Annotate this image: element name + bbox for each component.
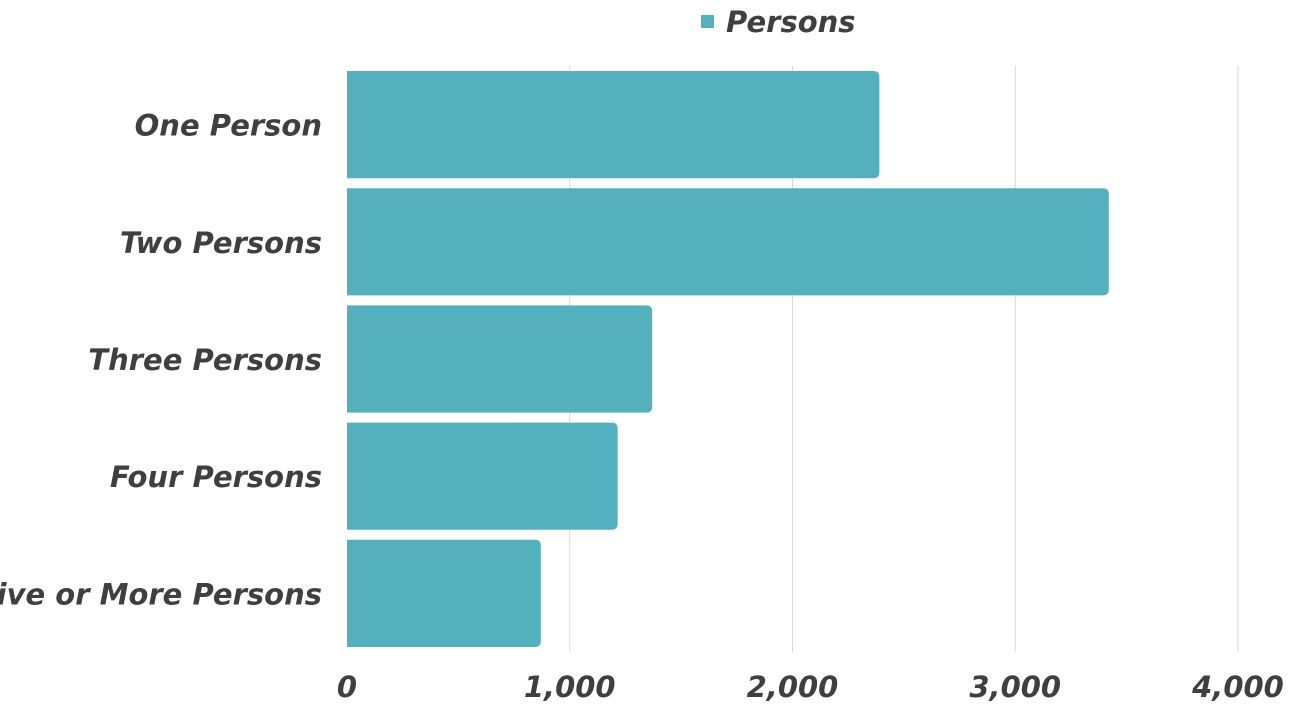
legend-swatch	[701, 15, 714, 28]
bar-three-persons	[347, 305, 653, 413]
bar-one-person	[347, 71, 880, 179]
x-tick-label: 3,000	[969, 670, 1061, 703]
x-tick-label: 4,000	[1191, 670, 1284, 703]
bar-four-persons	[347, 422, 618, 530]
legend-label: Persons	[726, 5, 856, 39]
category-label: Two Persons	[120, 226, 322, 260]
x-axis-tick-labels: 0 1,000 2,000 3,000 4,000	[337, 670, 1284, 704]
bars	[347, 71, 1109, 647]
bar-five-or-more-persons	[347, 539, 541, 647]
category-labels: One Person Two Persons Three Persons Four P…	[0, 109, 322, 612]
category-label: One Person	[135, 109, 322, 143]
category-label: Four Persons	[110, 460, 322, 494]
x-tick-label: 2,000	[747, 670, 839, 703]
category-label: Five or More Persons	[0, 577, 322, 611]
category-label: Three Persons	[88, 343, 322, 377]
legend: Persons	[701, 5, 856, 39]
x-tick-label: 1,000	[524, 670, 616, 703]
x-tick-label: 0	[337, 670, 357, 703]
bar-two-persons	[347, 188, 1109, 296]
